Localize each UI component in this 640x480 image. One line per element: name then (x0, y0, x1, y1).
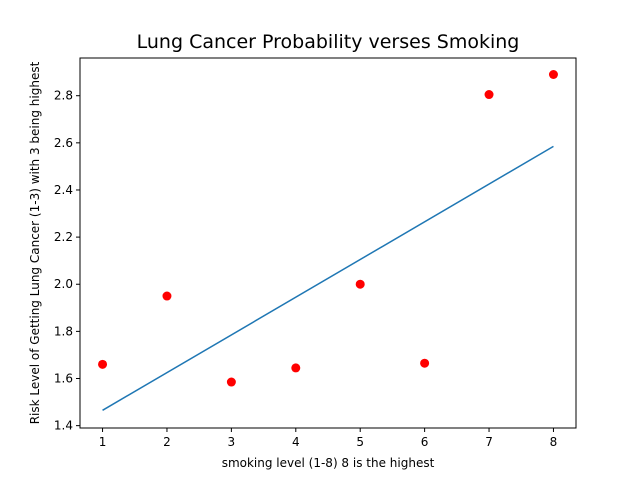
y-tick-label: 1.8 (54, 324, 73, 338)
y-tick-label: 2.4 (54, 183, 73, 197)
x-axis-label: smoking level (1-8) 8 is the highest (222, 456, 435, 470)
y-axis-label: Risk Level of Getting Lung Cancer (1-3) … (28, 61, 42, 424)
x-tick-label: 4 (292, 435, 300, 449)
plot-frame (79, 57, 577, 429)
x-tick-label: 3 (228, 435, 236, 449)
x-tick-label: 7 (485, 435, 493, 449)
trend-line (102, 145, 554, 411)
y-tick-label: 1.6 (54, 372, 73, 386)
data-point (226, 377, 236, 387)
chart-title: Lung Cancer Probability verses Smoking (137, 31, 520, 53)
x-tick-label: 5 (356, 435, 364, 449)
data-point (98, 359, 108, 369)
data-point (420, 358, 430, 368)
y-tick-label: 2.2 (54, 230, 73, 244)
x-tick-label: 1 (99, 435, 107, 449)
data-point (484, 90, 494, 100)
data-point (355, 279, 365, 289)
data-point (548, 69, 558, 79)
plot-area (98, 69, 558, 411)
data-point (162, 291, 172, 301)
x-tick-label: 8 (550, 435, 558, 449)
x-tick-label: 2 (163, 435, 171, 449)
x-axis: 1 2 3 4 5 6 7 8 (99, 428, 558, 449)
y-tick-label: 2.0 (54, 277, 73, 291)
y-tick-label: 2.6 (54, 136, 73, 150)
data-point (291, 363, 301, 373)
y-tick-label: 1.4 (54, 419, 73, 433)
y-tick-label: 2.8 (54, 89, 73, 103)
x-tick-label: 6 (421, 435, 429, 449)
y-axis: 1.4 1.6 1.8 2.0 2.2 2.4 2.6 2.8 (54, 89, 80, 433)
